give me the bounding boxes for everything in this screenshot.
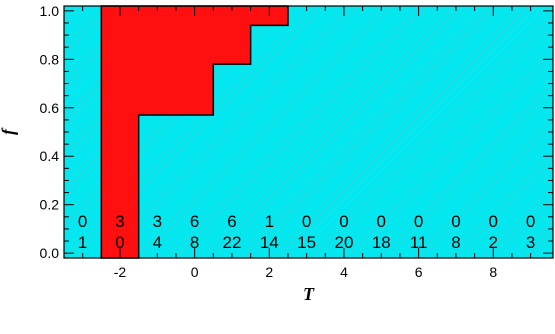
axis-labels: -2 0 2 4 6 8 0.0 0.2 0.4 0.6 0.8 1.0 Tf — [0, 3, 497, 304]
x-tick-label: 0 — [191, 264, 199, 280]
y-tick-label: 0.8 — [40, 51, 60, 67]
count-bottom-label: 22 — [223, 233, 242, 252]
count-top-label: 0 — [526, 212, 535, 231]
count-top-label: 6 — [227, 212, 236, 231]
x-tick-label: 4 — [340, 264, 348, 280]
count-bottom-label: 8 — [451, 233, 460, 252]
count-top-label: 1 — [265, 212, 274, 231]
count-top-label: 0 — [451, 212, 460, 231]
count-top-label: 6 — [190, 212, 199, 231]
count-bottom-label: 0 — [115, 233, 124, 252]
count-bottom-label: 15 — [297, 233, 316, 252]
count-bottom-label: 4 — [153, 233, 162, 252]
count-top-label: 0 — [339, 212, 348, 231]
x-tick-label: -2 — [114, 264, 127, 280]
x-tick-label: 6 — [415, 264, 423, 280]
count-bottom-label: 11 — [410, 233, 428, 252]
count-bottom-label: 20 — [335, 233, 354, 252]
count-top-label: 0 — [414, 212, 423, 231]
count-top-label: 0 — [78, 212, 87, 231]
axes — [63, 5, 554, 259]
count-bottom-label: 8 — [190, 233, 199, 252]
x-axis-title: T — [303, 284, 315, 304]
count-bottom-label: 2 — [489, 233, 498, 252]
x-tick-label: 2 — [265, 264, 273, 280]
y-tick-label: 1.0 — [40, 3, 60, 19]
count-top-label: 0 — [302, 212, 311, 231]
count-bottom-label: 1 — [78, 233, 87, 252]
x-tick-label: 8 — [489, 264, 497, 280]
count-top-label: 0 — [377, 212, 386, 231]
y-tick-label: 0.0 — [40, 245, 60, 261]
y-axis-title: f — [0, 127, 18, 135]
count-top-label: 3 — [115, 212, 124, 231]
count-top-label: 0 — [489, 212, 498, 231]
y-tick-label: 0.6 — [40, 100, 60, 116]
count-bottom-label: 14 — [260, 233, 279, 252]
y-tick-label: 0.2 — [40, 197, 60, 213]
count-top-label: 3 — [153, 212, 162, 231]
y-tick-label: 0.4 — [40, 148, 60, 164]
count-bottom-label: 3 — [526, 233, 535, 252]
count-bottom-label: 18 — [372, 233, 391, 252]
